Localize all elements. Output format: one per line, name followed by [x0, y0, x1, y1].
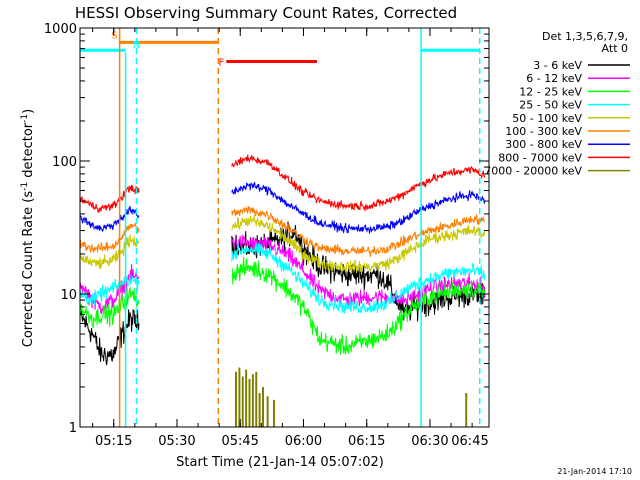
- axes: 1 10 100 1000 05:15 05:30 05:45 06:00 06:15 06:30…: [44, 22, 490, 449]
- legend-label-100-300-kev: 100 - 300 keV: [505, 125, 582, 138]
- x-tick-label: 05:30: [158, 434, 195, 449]
- chart-title: HESSI Observing Summary Count Rates, Cor…: [75, 4, 457, 22]
- legend-label-7000-20000-kev: 7000 - 20000 keV: [484, 165, 582, 178]
- legend-label-50-100-kev: 50 - 100 keV: [512, 112, 582, 125]
- x-axis-label: Start Time (21-Jan-14 05:07:02): [176, 455, 384, 470]
- ylabel-text-3: ): [21, 109, 36, 114]
- legend-label-800-7000-kev: 800 - 7000 keV: [498, 151, 582, 164]
- series-line-800-7000-kev-0: [79, 184, 140, 214]
- legend-label-300-800-kev: 300 - 800 keV: [505, 138, 582, 151]
- flag-label-F: F: [219, 57, 225, 68]
- series-line-100-300-kev-1: [231, 205, 486, 257]
- series-line-25-50-kev-1: [231, 242, 486, 314]
- x-tick-label: 06:30: [411, 434, 448, 449]
- series-line-3-6-kev-1: [231, 221, 486, 322]
- series-line-12-25-kev-0: [79, 287, 140, 328]
- series-line-800-7000-kev-1: [231, 154, 486, 212]
- y-tick-label: 100: [52, 155, 77, 170]
- flag-label-N: N: [133, 40, 140, 51]
- svg-text:Corrected Count Rate (s-1 dete: Corrected Count Rate (s-1 detector-1): [20, 109, 36, 347]
- legend-header-2: Att 0: [602, 42, 628, 55]
- series-line-6-12-kev-1: [231, 234, 486, 308]
- y-tick-label: 1: [69, 421, 77, 436]
- legend-label-12-25-kev: 12 - 25 keV: [519, 85, 582, 98]
- series-line-50-100-kev-1: [231, 214, 486, 274]
- y-tick-label: 10: [60, 288, 77, 303]
- y-axis-label: Corrected Count Rate (s-1 detector-1): [20, 109, 36, 347]
- series-line-50-100-kev-0: [79, 234, 140, 270]
- series-line-3-6-kev-0: [79, 305, 140, 366]
- legend-label-6-12-kev: 6 - 12 keV: [526, 72, 582, 85]
- x-tick-label: 06:45: [451, 434, 488, 449]
- y-tick-label: 1000: [44, 22, 77, 37]
- ylabel-sup-2: -1: [20, 114, 30, 123]
- flag-label-S: S: [111, 30, 117, 41]
- footer-date: 21-Jan-2014 17:10: [557, 467, 632, 476]
- legend-label-3-6-kev: 3 - 6 keV: [533, 59, 582, 72]
- series-lines: [79, 154, 486, 427]
- annotations: S F N: [80, 28, 481, 427]
- ylabel-text-2: detector: [21, 122, 36, 182]
- ylabel-text-1: Corrected Count Rate (s: [21, 191, 36, 348]
- series-line-300-800-kev-1: [231, 182, 486, 235]
- x-tick-label: 05:45: [221, 434, 258, 449]
- ylabel-sup-1: -1: [20, 182, 30, 191]
- series-line-100-300-kev-0: [79, 222, 140, 253]
- legend-label-25-50-kev: 25 - 50 keV: [519, 99, 582, 112]
- x-tick-label: 06:15: [348, 434, 385, 449]
- x-tick-label: 05:15: [95, 434, 132, 449]
- legend-header-1: Det 1,3,5,6,7,9,: [542, 30, 628, 43]
- x-tick-label: 06:00: [285, 434, 322, 449]
- plot-frame: [79, 27, 490, 428]
- series-line-300-800-kev-0: [79, 205, 140, 233]
- series-line-12-25-kev-1: [231, 257, 486, 355]
- series-line-25-50-kev-0: [79, 273, 140, 306]
